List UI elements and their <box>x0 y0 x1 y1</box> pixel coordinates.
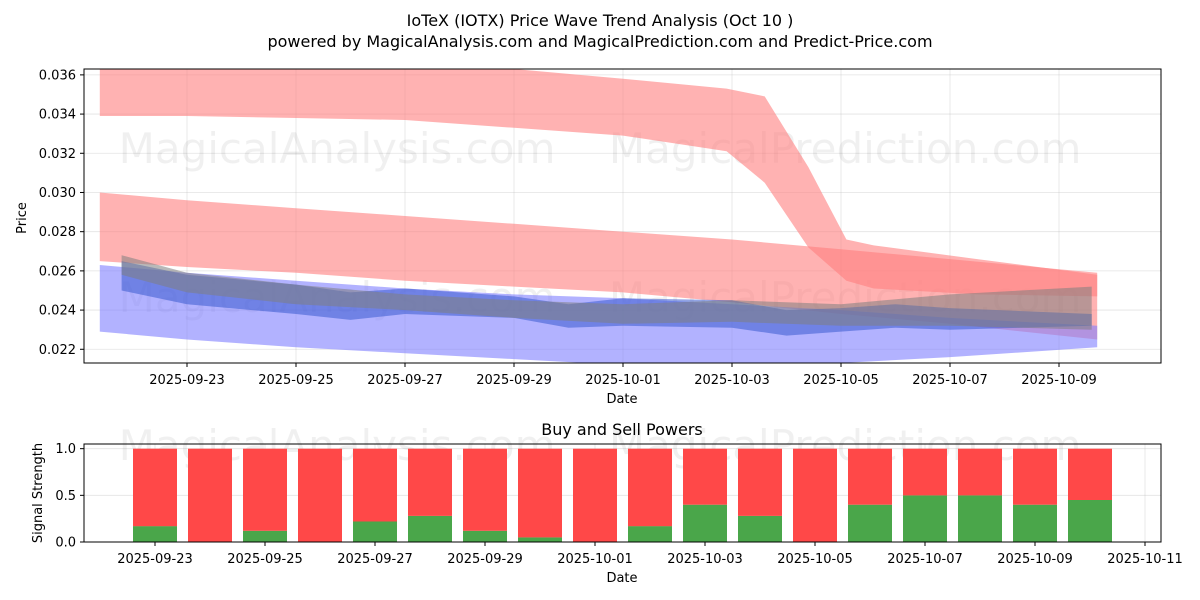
buy-bar <box>408 515 452 542</box>
buy-bar <box>628 526 672 542</box>
signal-x-tick-label: 2025-10-09 <box>997 552 1073 567</box>
sell-bar <box>573 448 617 542</box>
signal-x-tick-label: 2025-10-01 <box>557 552 633 567</box>
buy-bar <box>903 495 947 542</box>
sell-bar <box>133 448 177 527</box>
sell-bar <box>738 448 782 516</box>
sell-bar <box>683 448 727 505</box>
price-y-tick-label: 0.026 <box>39 264 76 279</box>
price-x-axis: 2025-09-23 2025-09-25 2025-09-27 2025-09-29… <box>149 363 1097 388</box>
price-x-tick-label: 2025-10-05 <box>803 373 879 388</box>
price-y-axis: 0.022 0.024 0.026 0.028 0.030 0.032 0.034 0.036 <box>39 68 84 358</box>
signal-x-tick-label: 2025-09-27 <box>337 552 413 567</box>
sell-bar <box>958 448 1002 496</box>
price-x-tick-label: 2025-09-29 <box>476 373 552 388</box>
sell-bar <box>1013 448 1057 505</box>
price-bands <box>99 69 1098 363</box>
signal-y-tick-label: 1.0 <box>55 442 76 457</box>
signal-x-tick-label: 2025-10-11 <box>1107 552 1183 567</box>
signal-bars <box>133 448 1112 542</box>
price-x-tick-label: 2025-10-09 <box>1021 373 1097 388</box>
sell-bar <box>353 448 397 522</box>
chart-title: IoTeX (IOTX) Price Wave Trend Analysis (… <box>407 11 794 30</box>
price-x-tick-label: 2025-10-07 <box>912 373 988 388</box>
signal-y-tick-label: 0.0 <box>55 536 76 551</box>
price-y-tick-label: 0.024 <box>39 304 76 319</box>
sell-bar <box>463 448 507 531</box>
price-x-tick-label: 2025-10-01 <box>585 373 661 388</box>
price-y-tick-label: 0.034 <box>39 108 76 123</box>
buy-bar <box>738 515 782 542</box>
trend-wave-gray <box>121 255 1092 330</box>
sell-bar <box>518 448 562 538</box>
signal-x-tick-label: 2025-09-25 <box>227 552 303 567</box>
signal-x-tick-label: 2025-09-29 <box>447 552 523 567</box>
middle-band-red <box>99 192 1098 340</box>
price-x-tick-label: 2025-09-27 <box>367 373 443 388</box>
sell-bar <box>903 448 947 496</box>
buy-bar <box>353 521 397 542</box>
signal-y-label: Signal Strength <box>31 443 46 543</box>
chart-subtitle: powered by MagicalAnalysis.com and Magic… <box>267 32 932 51</box>
price-y-tick-label: 0.032 <box>39 147 76 162</box>
signal-x-label: Date <box>606 571 637 586</box>
sell-bar <box>848 448 892 505</box>
buy-bar <box>133 526 177 542</box>
price-y-tick-label: 0.028 <box>39 225 76 240</box>
price-x-label: Date <box>606 392 637 407</box>
buy-bar <box>243 530 287 542</box>
sell-bar <box>1068 448 1112 500</box>
price-chart: MagicalAnalysis.com MagicalPrediction.co… <box>15 68 1162 407</box>
buy-bar <box>463 530 507 542</box>
sell-bar <box>793 448 837 542</box>
buy-bar <box>683 504 727 542</box>
buy-bar <box>848 504 892 542</box>
signal-x-tick-label: 2025-10-05 <box>777 552 853 567</box>
price-y-tick-label: 0.030 <box>39 186 76 201</box>
price-y-tick-label: 0.022 <box>39 343 76 358</box>
sell-bar <box>628 448 672 527</box>
buy-bar <box>1068 500 1112 542</box>
buy-bar <box>1013 504 1057 542</box>
buy-bar <box>958 495 1002 542</box>
price-x-tick-label: 2025-09-23 <box>149 373 225 388</box>
signal-x-axis: 2025-09-23 2025-09-25 2025-09-27 2025-09-29… <box>117 542 1183 567</box>
buy-bar <box>518 537 562 542</box>
signal-plot-frame <box>83 443 1162 543</box>
signal-chart: Buy and Sell Powers MagicalAnalysis.com … <box>31 420 1183 586</box>
signal-x-tick-label: 2025-09-23 <box>117 552 193 567</box>
sell-bar <box>243 448 287 531</box>
signal-y-tick-label: 0.5 <box>55 489 76 504</box>
signal-y-axis: 0.0 0.5 1.0 <box>55 442 84 551</box>
sell-bar <box>408 448 452 516</box>
sell-bar <box>188 448 232 542</box>
sell-bar <box>298 448 342 542</box>
price-x-tick-label: 2025-09-25 <box>258 373 334 388</box>
price-x-tick-label: 2025-10-03 <box>694 373 770 388</box>
signal-title: Buy and Sell Powers <box>541 420 703 439</box>
signal-x-tick-label: 2025-10-03 <box>667 552 743 567</box>
signal-x-tick-label: 2025-10-07 <box>887 552 963 567</box>
price-y-label: Price <box>15 202 30 234</box>
price-y-tick-label: 0.036 <box>39 68 76 83</box>
